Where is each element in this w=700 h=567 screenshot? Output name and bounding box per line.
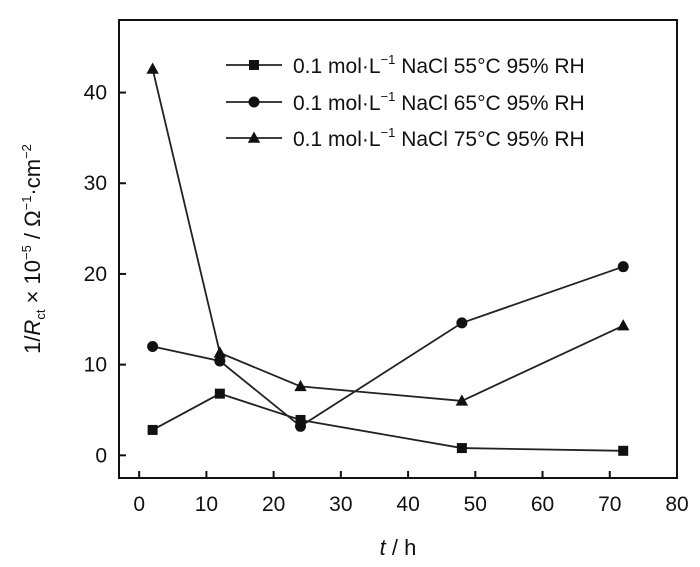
- data-point-square: [456, 443, 467, 454]
- legend-marker-circle: [248, 96, 260, 108]
- data-point-triangle: [455, 394, 469, 406]
- y-tick-label: 30: [84, 172, 107, 195]
- data-point-square: [295, 414, 306, 425]
- legend: 0.1 mol·L−1 NaCl 55°C 95% RH 0.1 mol·L−1 …: [226, 52, 585, 151]
- x-tick-label: 30: [329, 493, 352, 516]
- legend-label: 0.1 mol·L−1 NaCl 65°C 95% RH: [293, 89, 585, 115]
- legend-label: 0.1 mol·L−1 NaCl 55°C 95% RH: [293, 52, 585, 78]
- series-line-3: [151, 68, 624, 402]
- x-tick-label: 50: [464, 493, 487, 516]
- data-point-circle: [456, 317, 468, 329]
- legend-marker-triangle: [247, 131, 261, 143]
- legend-marker-square: [249, 60, 259, 70]
- data-series: [146, 62, 630, 456]
- series-line-2: [152, 265, 624, 428]
- x-tick-label: 80: [665, 493, 688, 516]
- y-tick-label: 10: [84, 354, 107, 377]
- x-axis-label: t / h: [380, 535, 417, 560]
- data-point-circle: [617, 261, 629, 273]
- x-tick-label: 40: [396, 493, 419, 516]
- data-point-square: [147, 424, 158, 435]
- data-point-square: [618, 445, 629, 456]
- x-tick-label: 0: [133, 493, 145, 516]
- data-point-circle: [295, 420, 307, 432]
- x-tick-label: 20: [262, 493, 285, 516]
- data-point-triangle: [146, 62, 159, 74]
- y-tick-label: 0: [95, 444, 107, 467]
- x-tick-label: 10: [195, 493, 218, 516]
- x-tick-label: 70: [598, 493, 621, 516]
- data-point-triangle: [617, 319, 630, 331]
- legend-label: 0.1 mol·L−1 NaCl 75°C 95% RH: [293, 125, 585, 151]
- y-axis-label: 1/Rct × 10−5 / Ω−1·cm−2: [19, 144, 48, 354]
- y-tick-label: 20: [84, 263, 107, 286]
- data-point-square: [214, 388, 225, 399]
- plot-frame: [118, 19, 678, 479]
- data-point-circle: [214, 355, 226, 367]
- x-tick-label: 60: [531, 493, 554, 516]
- data-point-triangle: [213, 346, 227, 358]
- x-axis-ticks: 0 10 20 30 40 50 60 70 80: [133, 471, 689, 516]
- data-point-circle: [147, 340, 159, 352]
- y-tick-label: 40: [84, 82, 107, 105]
- data-point-triangle: [294, 379, 307, 392]
- series-line-1: [152, 392, 624, 452]
- y-axis-ticks: 0 10 20 30 40: [84, 82, 126, 467]
